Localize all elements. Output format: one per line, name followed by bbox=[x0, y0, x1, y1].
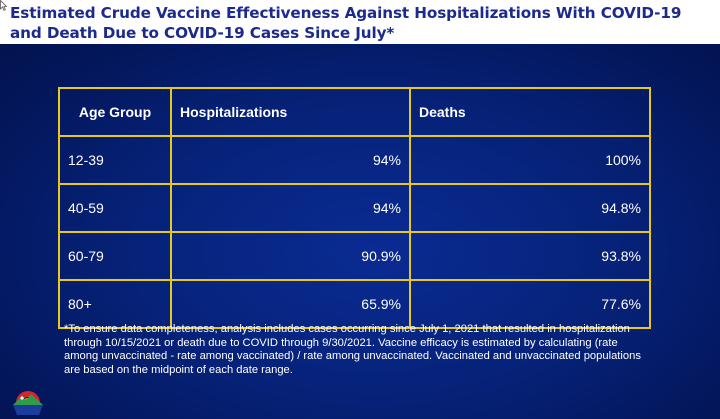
table-row: 12-39 94% 100% bbox=[58, 135, 651, 185]
header-deaths: Deaths bbox=[409, 87, 651, 137]
header-age-group: Age Group bbox=[58, 87, 172, 137]
slide-title: Estimated Crude Vaccine Effectiveness Ag… bbox=[10, 4, 682, 42]
table-header-row: Age Group Hospitalizations Deaths bbox=[58, 87, 651, 137]
title-bar: Estimated Crude Vaccine Effectiveness Ag… bbox=[0, 0, 720, 44]
cell-hospitalizations: 94% bbox=[170, 135, 411, 185]
cell-hospitalizations: 65.9% bbox=[170, 279, 411, 329]
table-row: 80+ 65.9% 77.6% bbox=[58, 279, 651, 329]
footnote: *To ensure data completeness, analysis i… bbox=[64, 323, 641, 376]
cursor-arrow-icon bbox=[0, 0, 7, 11]
table-row: 60-79 90.9% 93.8% bbox=[58, 231, 651, 281]
cell-deaths: 94.8% bbox=[409, 183, 651, 233]
header-hospitalizations: Hospitalizations bbox=[170, 87, 411, 137]
cell-age-group: 40-59 bbox=[58, 183, 172, 233]
cell-deaths: 77.6% bbox=[409, 279, 651, 329]
vaccine-effectiveness-table: Age Group Hospitalizations Deaths 12-39 … bbox=[58, 87, 651, 329]
cell-age-group: 12-39 bbox=[58, 135, 172, 185]
table-row: 40-59 94% 94.8% bbox=[58, 183, 651, 233]
colorado-logo-icon bbox=[13, 391, 43, 415]
cell-age-group: 60-79 bbox=[58, 231, 172, 281]
cell-deaths: 93.8% bbox=[409, 231, 651, 281]
cell-hospitalizations: 90.9% bbox=[170, 231, 411, 281]
cell-deaths: 100% bbox=[409, 135, 651, 185]
cell-age-group: 80+ bbox=[58, 279, 172, 329]
cell-hospitalizations: 94% bbox=[170, 183, 411, 233]
